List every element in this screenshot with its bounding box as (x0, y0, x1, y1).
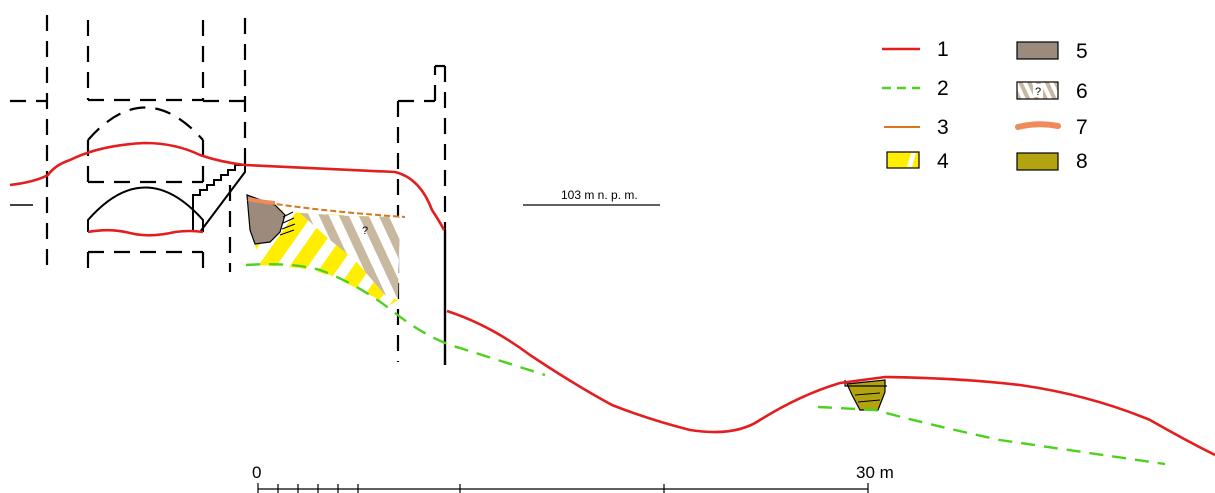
legend-item-2: 2 (882, 77, 949, 100)
scale-bar (257, 483, 869, 493)
layer-5-brown (246, 194, 286, 245)
legend-item-1: 1 (882, 38, 949, 61)
elevation-label: 103 m n. p. m. (561, 188, 638, 202)
svg-text:6: 6 (1076, 80, 1088, 103)
svg-text:1: 1 (937, 38, 949, 61)
legend-item-6: ? 6 (1016, 80, 1088, 103)
svg-text:5: 5 (1076, 40, 1088, 63)
line-7-salmon (247, 197, 276, 205)
layer-8-olive (846, 379, 886, 411)
legend-item-7: 7 (1015, 116, 1088, 139)
svg-text:7: 7 (1076, 116, 1088, 139)
line-1-red-terrain (9, 141, 1215, 457)
legend: 1 2 3 4 5 ? 6 (882, 38, 1088, 173)
stratigraphy-fills (246, 194, 887, 411)
legend-item-4: 4 (886, 150, 949, 173)
svg-text:4: 4 (937, 150, 949, 173)
svg-text:3: 3 (937, 116, 949, 139)
legend-item-8: 8 (1016, 150, 1088, 173)
scale-end-label: 30 m (856, 463, 894, 482)
svg-text:2: 2 (937, 77, 949, 100)
layer-6-tan-hatched (300, 213, 400, 300)
scale-start-label: 0 (252, 463, 261, 482)
elevation-reference: 103 m n. p. m. (523, 188, 660, 206)
uncertain-layer-mark: ? (362, 225, 368, 237)
svg-text:8: 8 (1076, 150, 1088, 173)
legend-item-3: 3 (884, 116, 949, 139)
architecture-outline (10, 15, 447, 365)
legend-item-5: 5 (1016, 40, 1088, 63)
line-2-green-dashed (245, 263, 1166, 466)
legend-6-question-mark: ? (1035, 86, 1041, 98)
layer-5-detail-lines (279, 211, 296, 236)
